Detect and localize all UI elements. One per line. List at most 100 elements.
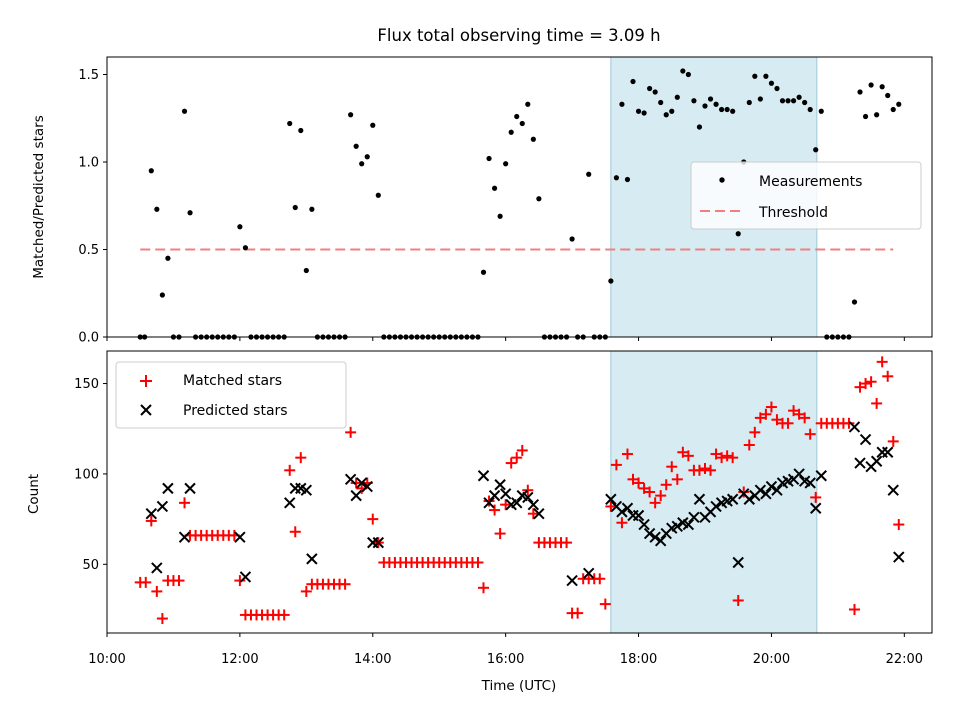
top-legend-box <box>690 161 922 230</box>
x-tick-label: 12:00 <box>221 652 258 667</box>
matched-star-point <box>848 604 860 615</box>
predicted-star-point <box>649 531 661 543</box>
matched-star-point <box>350 477 362 489</box>
legend-threshold-label: Threshold <box>758 205 828 221</box>
matched-star-point <box>666 461 678 473</box>
measurement-point <box>486 155 492 162</box>
top-y-tick-label: 0.5 <box>78 243 99 258</box>
measurement-point <box>779 98 786 104</box>
predicted-star-point <box>566 574 578 587</box>
matched-star-point <box>804 428 816 440</box>
predicted-star-point <box>881 446 894 458</box>
predicted-star-point <box>361 480 373 493</box>
measurement-point <box>890 106 896 113</box>
bottom-axes-frame <box>106 350 933 634</box>
top-x-ticks <box>106 337 905 341</box>
matched-star-point <box>765 401 777 413</box>
matched-star-point <box>145 515 157 527</box>
predicted-star-point <box>726 493 739 505</box>
predicted-star-point <box>372 536 385 549</box>
top-y-ticks: 0.0 0.5 1.0 1.5 <box>78 68 107 346</box>
measurement-point <box>608 278 614 284</box>
predicted-star-point <box>682 518 695 531</box>
matched-star-point <box>234 575 246 587</box>
x-tick-label: 10:00 <box>88 652 125 667</box>
measurement-point <box>813 147 819 153</box>
measurement-point <box>303 267 309 274</box>
predicted-star-point <box>511 497 523 509</box>
measurement-point <box>569 236 575 242</box>
matched-star-point <box>727 452 739 464</box>
measurement-point <box>159 292 165 298</box>
top-y-axis-label: Matched/Predicted stars <box>31 115 47 278</box>
matched-star-point <box>156 613 168 625</box>
legend-matched-marker <box>140 375 152 387</box>
predicted-star-point <box>632 509 645 522</box>
matched-star-point <box>732 594 744 606</box>
matched-star-point <box>682 450 694 462</box>
top-y-tick-label: 1.5 <box>78 68 99 83</box>
matched-star-point <box>716 452 728 464</box>
predicted-star-point <box>887 484 899 496</box>
bottom-panel: 50 100 150 10:00 12:00 14:00 16:00 18:00 20:00 2… <box>26 350 933 694</box>
top-y-tick-label: 0.0 <box>78 331 99 346</box>
matched-star-point <box>660 479 672 491</box>
predicted-star-point <box>638 518 650 531</box>
bottom-y-axis-label: Count <box>26 474 42 514</box>
matched-star-point <box>173 575 185 587</box>
matched-star-point <box>278 609 290 621</box>
x-tick-label: 14:00 <box>354 652 391 667</box>
measurement-point <box>375 192 381 198</box>
measurement-point <box>309 206 315 212</box>
matched-star-point <box>876 356 888 368</box>
measurement-point <box>237 224 243 230</box>
matched-star-point <box>754 412 766 424</box>
measurement-point <box>746 99 752 106</box>
predicted-star-point <box>289 482 301 495</box>
measurement-point <box>874 112 880 118</box>
matched-star-point <box>860 378 872 390</box>
predicted-star-point <box>145 507 158 520</box>
matched-star-point <box>693 464 705 476</box>
measurement-point <box>757 96 763 102</box>
matched-star-point <box>179 497 191 509</box>
predicted-star-point <box>477 470 490 482</box>
legend-predicted-label: Predicted stars <box>183 403 288 419</box>
matched-star-point <box>300 585 312 597</box>
matched-star-point <box>771 414 783 426</box>
matched-star-point <box>599 598 611 610</box>
measurement-point <box>635 108 642 114</box>
measurement-point <box>763 73 769 79</box>
predicted-star-point <box>693 493 706 505</box>
bottom-legend-box <box>115 361 347 429</box>
predicted-star-point <box>765 480 778 493</box>
top-axes-frame <box>106 56 933 338</box>
predicted-star-point <box>621 502 634 514</box>
x-tick-label: 16:00 <box>487 652 524 667</box>
matched-star-point <box>893 519 905 531</box>
bottom-y-tick-label: 150 <box>74 377 99 392</box>
matched-star-point <box>345 426 357 438</box>
matched-star-point <box>500 499 512 511</box>
matched-star-point <box>494 528 506 540</box>
predicted-star-point <box>178 531 191 543</box>
matched-star-point <box>151 585 163 597</box>
matched-star-point <box>788 405 800 417</box>
predicted-star-point <box>654 535 667 547</box>
matched-star-point <box>799 412 811 424</box>
bottom-shaded-span <box>610 350 818 634</box>
matched-star-point <box>339 578 351 590</box>
matched-star-point <box>140 576 152 588</box>
predicted-star-point <box>344 473 357 486</box>
predicted-star-point <box>499 488 512 500</box>
predicted-star-point <box>771 484 783 496</box>
bottom-x-ticks: 10:00 12:00 14:00 16:00 18:00 20:00 22:00 <box>88 633 923 667</box>
measurement-point <box>724 106 730 113</box>
matched-star-point <box>699 463 711 474</box>
matched-star-point <box>655 490 667 502</box>
matched-star-point <box>594 573 606 585</box>
matched-star-point <box>522 484 534 496</box>
measurement-point <box>586 171 592 177</box>
measurement-point <box>503 161 509 167</box>
matched-star-point <box>483 495 495 507</box>
